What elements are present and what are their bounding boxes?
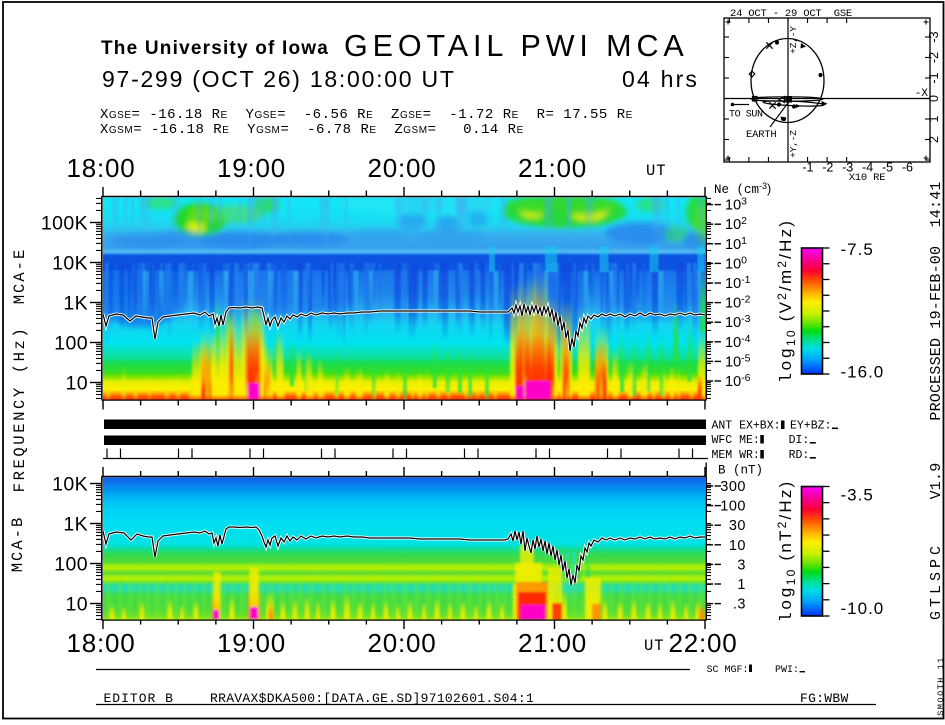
svg-text:SMOOTH 11: SMOOTH 11 [936, 656, 945, 715]
svg-text:RD:: RD: [789, 449, 810, 462]
svg-text:30: 30 [729, 518, 746, 534]
svg-text:.3: .3 [733, 597, 746, 613]
svg-text:10: 10 [66, 373, 89, 395]
svg-text:XGSE= -16.18 RE YGSE= -6.56: XGSE= -16.18 RE YGSE= -6.56 RE ZGSE= -1.… [100, 107, 633, 123]
svg-text:2: 2 [927, 136, 941, 143]
svg-text:19:00: 19:00 [217, 153, 286, 183]
svg-text:21:00: 21:00 [518, 153, 587, 183]
svg-text:3: 3 [737, 557, 746, 573]
svg-text:100: 100 [54, 554, 88, 576]
svg-text:97-299 (OCT 26) 18:00:00 UT: 97-299 (OCT 26) 18:00:00 UT [102, 66, 456, 92]
svg-text:-X: -X [915, 88, 929, 100]
svg-text:-3.5: -3.5 [841, 486, 874, 505]
svg-text:WFC ME:: WFC ME: [712, 434, 760, 447]
svg-text:-4: -4 [862, 161, 873, 175]
svg-text:GTLSPC: GTLSPC [928, 542, 945, 620]
svg-text:TO SUN: TO SUN [729, 110, 763, 121]
svg-text:Ne (cm-3): Ne (cm-3) [714, 181, 771, 197]
svg-text:21:00: 21:00 [518, 628, 587, 658]
svg-text:RRAVAX$DKA500:[DATA.GE.SD]9710: RRAVAX$DKA500:[DATA.GE.SD]97102601.S04:1 [210, 691, 534, 706]
svg-text:-5: -5 [882, 161, 893, 175]
svg-text:GEOTAIL PWI MCA: GEOTAIL PWI MCA [344, 29, 689, 63]
svg-text:-1: -1 [927, 72, 941, 83]
svg-text:-1: -1 [802, 161, 813, 175]
svg-text:10K: 10K [52, 474, 88, 496]
svg-text:ANT EX+BX:: ANT EX+BX: [712, 420, 781, 433]
svg-text:18:00: 18:00 [66, 628, 135, 658]
svg-text:log10 (V2/m2/Hz): log10 (V2/m2/Hz) [775, 219, 798, 383]
svg-text:-7.5: -7.5 [841, 240, 874, 259]
svg-text:10K: 10K [52, 253, 88, 275]
svg-text:10: 10 [66, 594, 89, 616]
svg-text:log10 (nT2/Hz): log10 (nT2/Hz) [775, 480, 798, 623]
svg-text:FG:WBW: FG:WBW [800, 691, 849, 706]
svg-text:-3: -3 [842, 161, 853, 175]
svg-text:10: 10 [729, 538, 746, 554]
svg-text:100: 100 [54, 333, 88, 355]
svg-text:1K: 1K [63, 293, 88, 315]
svg-text:EDITOR B: EDITOR B [104, 691, 174, 706]
svg-text:-2: -2 [927, 52, 941, 63]
svg-text:X10 RE: X10 RE [849, 172, 886, 184]
svg-text:XGSM= -16.18 RE YGSM= -6.78: XGSM= -16.18 RE YGSM= -6.78 RE ZGSM= 0.1… [100, 122, 524, 138]
svg-text:1K: 1K [63, 514, 88, 536]
svg-text:-10.0: -10.0 [841, 599, 885, 618]
svg-text:EARTH: EARTH [746, 129, 777, 141]
svg-text:V1.9: V1.9 [928, 463, 945, 500]
svg-text:20:00: 20:00 [367, 153, 436, 183]
svg-text:19:00: 19:00 [217, 628, 286, 658]
svg-text:MCA-E: MCA-E [11, 248, 29, 305]
svg-text:04 hrs: 04 hrs [622, 66, 699, 92]
svg-text:PWI:: PWI: [775, 665, 799, 676]
svg-text:300: 300 [720, 479, 746, 495]
svg-text:22:00: 22:00 [668, 628, 737, 658]
svg-text:20:00: 20:00 [367, 628, 436, 658]
svg-text:-3: -3 [927, 31, 941, 42]
svg-text:1: 1 [927, 115, 941, 122]
svg-text:UT: UT [646, 162, 667, 180]
svg-text:UT: UT [644, 637, 665, 655]
svg-text:SC MGF:: SC MGF: [707, 665, 749, 676]
svg-text:-16.0: -16.0 [841, 363, 885, 382]
svg-text:MCA-B: MCA-B [9, 516, 27, 573]
svg-text:0: 0 [927, 95, 941, 102]
svg-text:24 OCT - 29 OCT GSE: 24 OCT - 29 OCT GSE [730, 8, 852, 20]
svg-text:FREQUENCY (Hz): FREQUENCY (Hz) [11, 326, 29, 493]
svg-text:MEM WR:: MEM WR: [712, 449, 760, 462]
svg-text:PROCESSED 19-FEB-00 14:41: PROCESSED 19-FEB-00 14:41 [928, 181, 945, 420]
svg-text:+Z,-Y: +Z,-Y [788, 26, 799, 54]
svg-text:+Y,-Z: +Y,-Z [788, 130, 799, 158]
svg-text:100K: 100K [41, 213, 88, 235]
svg-text:18:00: 18:00 [66, 153, 135, 183]
svg-text:100: 100 [720, 499, 746, 515]
svg-text:The University of Iowa: The University of Iowa [101, 38, 329, 59]
svg-text:B (nT): B (nT) [718, 464, 763, 478]
svg-text:-2: -2 [822, 161, 833, 175]
svg-text:1: 1 [737, 577, 746, 593]
svg-text:-6: -6 [902, 161, 913, 175]
svg-text:DI:: DI: [789, 434, 810, 447]
svg-text:EY+BZ:: EY+BZ: [790, 420, 831, 433]
